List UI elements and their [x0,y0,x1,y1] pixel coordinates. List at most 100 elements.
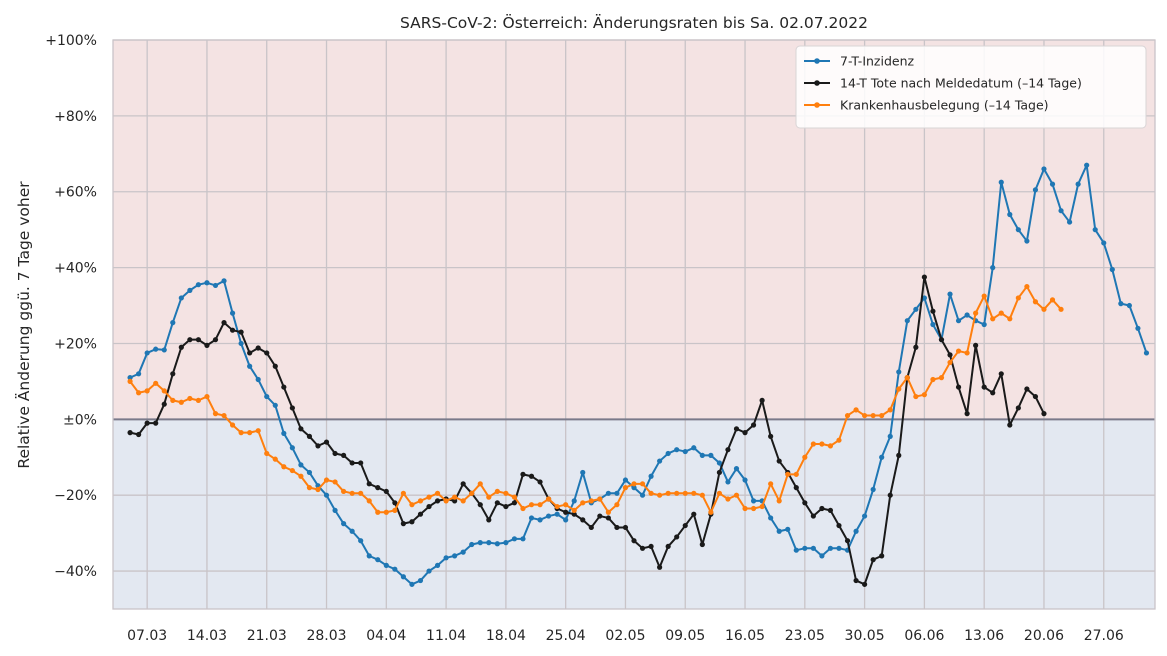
data-point [238,340,244,347]
data-point [622,524,629,531]
data-point [571,511,577,517]
data-point [870,486,876,493]
data-point [648,490,654,496]
data-point [674,490,680,496]
data-point [810,545,816,551]
data-point [1007,422,1013,428]
y-tick-label: +40% [54,261,97,277]
data-point [793,547,799,553]
data-point [750,498,757,504]
data-point [1024,238,1030,244]
data-point [1024,386,1030,392]
chart-title: SARS-CoV-2: Österreich: Änderungsraten b… [400,13,868,32]
data-point [639,481,646,487]
data-point [511,536,518,542]
data-point [836,545,842,551]
legend-marker [814,80,820,86]
data-point [426,494,432,500]
data-point [323,477,330,483]
data-point [341,521,347,527]
data-point [879,454,885,460]
data-point [452,494,458,500]
data-point [460,549,466,555]
data-point [469,541,475,548]
data-point [204,280,210,286]
data-point [375,485,381,491]
data-point [434,498,441,504]
y-tick-label: +60% [54,185,97,201]
data-point [699,541,705,548]
data-point [400,521,406,527]
data-point [247,350,253,356]
data-point [955,348,962,354]
data-point [631,538,637,544]
data-point [323,439,330,445]
data-point [836,437,842,443]
data-point [494,500,500,506]
y-tick-label: +20% [54,336,97,352]
data-point [742,477,748,483]
data-point [862,581,868,587]
data-point [887,492,893,498]
x-tick-label: 14.03 [187,628,227,644]
data-point [819,441,825,447]
data-point [434,562,441,568]
data-point [1032,187,1039,193]
x-tick-label: 13.06 [964,628,1004,644]
data-point [409,502,415,508]
data-point [802,500,808,506]
data-point [298,426,304,432]
data-point [862,513,868,519]
data-point [136,371,142,377]
data-point [1135,325,1141,331]
data-point [708,509,714,515]
data-point [896,386,902,392]
data-point [366,481,372,487]
data-point [973,310,979,316]
data-point [639,545,646,551]
data-point [622,477,629,483]
data-point [460,498,466,504]
data-point [1084,162,1090,168]
x-tick-label: 21.03 [247,628,287,644]
data-point [990,390,996,396]
data-point [682,522,688,529]
x-tick-label: 16.05 [725,628,765,644]
legend: 7-T-Inzidenz 14-T Tote nach Meldedatum (–… [795,45,1147,129]
data-point [306,433,313,439]
data-point [161,347,167,353]
data-point [853,577,859,584]
data-point [477,481,483,487]
data-point [563,517,569,523]
data-point [725,479,731,485]
frame-border [112,39,1156,610]
data-point [503,540,509,546]
data-point [1032,393,1039,400]
series-line [129,276,1045,586]
legend-label: 7-T-Inzidenz [840,54,915,69]
data-point [281,464,287,470]
x-tick-label: 25.04 [546,628,586,644]
data-point [358,460,364,466]
data-point [1007,211,1013,218]
data-point [571,498,577,504]
data-point [981,384,987,390]
data-point [375,509,381,515]
data-point [170,320,176,326]
data-point [674,534,680,540]
data-point [827,443,834,449]
data-point [998,371,1004,377]
y-axis-label: Relative Änderung ggü. 7 Tage voher [14,181,33,469]
data-point [776,498,782,504]
data-point [511,494,518,500]
legend-box [795,45,1147,129]
data-point [665,490,671,496]
data-point [605,490,611,496]
data-point [469,490,475,496]
x-tick-label: 06.06 [904,628,944,644]
data-point [332,507,338,513]
data-point [759,397,765,403]
data-point [990,265,996,271]
data-point [879,553,885,559]
data-point [725,447,731,453]
